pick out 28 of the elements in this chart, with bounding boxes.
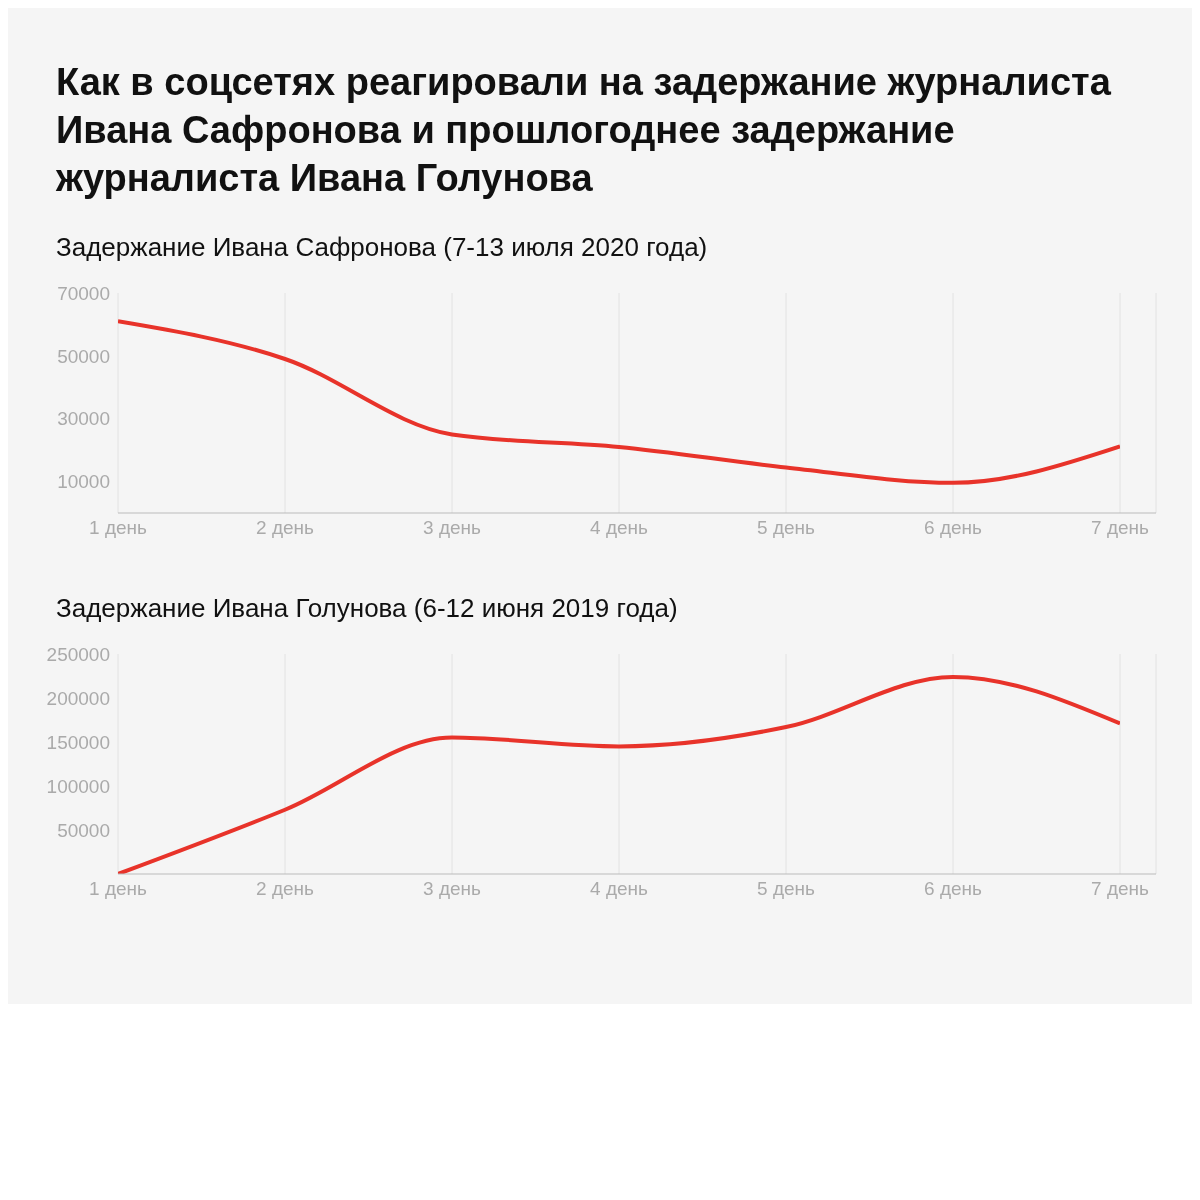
x-tick-label: 2 день xyxy=(256,517,315,539)
y-tick-label: 150000 xyxy=(46,731,110,753)
x-tick-label: 7 день xyxy=(1091,517,1150,539)
x-tick-label: 5 день xyxy=(757,517,816,539)
x-tick-label: 6 день xyxy=(924,517,983,539)
x-tick-label: 1 день xyxy=(89,878,148,900)
chart-subtitle: Задержание Ивана Голунова (6-12 июня 2019 года) xyxy=(55,592,679,625)
x-tick-label: 3 день xyxy=(423,517,482,539)
y-tick-label: 50000 xyxy=(57,819,110,841)
x-tick-label: 1 день xyxy=(89,517,148,539)
y-tick-label: 50000 xyxy=(57,345,110,367)
chart-title: Как в соцсетях реагировали на задержание журналиста Ивана Сафронова и прошлогоднее задержание журналиста Ивана Голунова xyxy=(55,60,1112,201)
y-tick-label: 100000 xyxy=(46,775,110,797)
y-tick-label: 250000 xyxy=(46,643,110,665)
x-tick-label: 3 день xyxy=(423,878,482,900)
y-tick-label: 200000 xyxy=(46,687,110,709)
chart-subtitle: Задержание Ивана Сафронова (7-13 июля 2020 года) xyxy=(55,231,709,264)
x-tick-label: 4 день xyxy=(590,517,649,539)
x-tick-label: 6 день xyxy=(924,878,983,900)
y-tick-label: 70000 xyxy=(57,282,110,304)
x-tick-label: 2 день xyxy=(256,878,315,900)
line-series xyxy=(118,674,1120,874)
x-tick-label: 4 день xyxy=(590,878,649,900)
x-tick-label: 7 день xyxy=(1091,878,1150,900)
y-tick-label: 30000 xyxy=(57,408,110,430)
line-series xyxy=(118,319,1120,485)
x-tick-label: 5 день xyxy=(757,878,816,900)
y-tick-label: 10000 xyxy=(57,471,110,493)
